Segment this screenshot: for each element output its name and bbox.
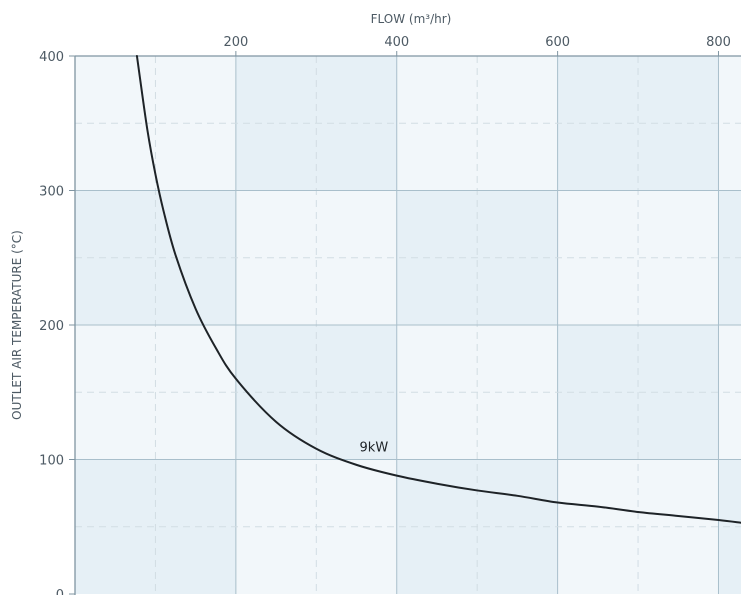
y-tick-label: 400	[39, 50, 64, 65]
x-tick-label: 600	[545, 35, 570, 50]
y-tick-label: 200	[39, 319, 64, 334]
series-line-9kw	[135, 55, 741, 524]
x-tick-labels: 200 400 600 800	[223, 35, 731, 56]
series-label: 9kW	[360, 441, 389, 456]
y-tick-label: 300	[39, 185, 64, 200]
x-tick-label: 800	[706, 35, 731, 50]
x-tick-label: 200	[223, 35, 248, 50]
series-group: 9kW	[135, 55, 741, 524]
x-tick-label: 400	[384, 35, 409, 50]
y-tick-labels: 0 100 200 300 400	[39, 50, 75, 595]
y-axis-title: OUTLET AIR TEMPERATURE (°C)	[10, 230, 24, 420]
x-axis-title: FLOW (m³/hr)	[371, 12, 452, 26]
y-tick-label: 0	[56, 588, 64, 595]
y-tick-label: 100	[39, 454, 64, 469]
grid-lines	[75, 56, 741, 594]
